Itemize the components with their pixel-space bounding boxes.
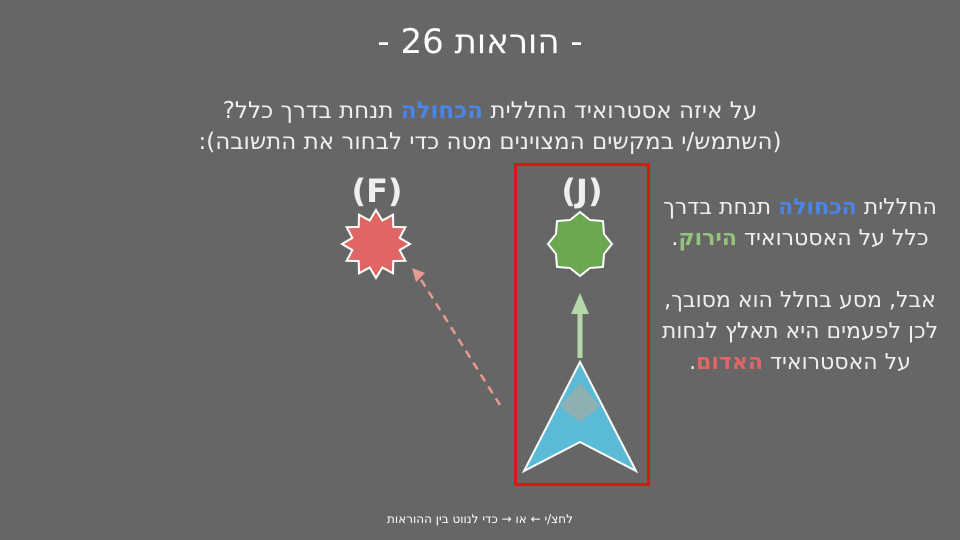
question-text-part: תנחת בדרך כלל? [222, 98, 401, 124]
dashed-trajectory-line [418, 277, 502, 406]
question-text: על איזה אסטרואיד החללית הכחולה תנחת בדרך… [100, 96, 880, 158]
explanation-text: החללית הכחולה תנחת בדרך כלל על האסטרואיד… [655, 192, 945, 378]
spaceship-cockpit-icon [560, 383, 600, 422]
green-asteroid-icon[interactable] [546, 210, 614, 278]
question-text-part: על איזה אסטרואיד החללית [483, 98, 758, 124]
selection-highlight-box [514, 163, 650, 486]
question-line-2: (השתמש/י במקשים המצוינים מטה כדי לבחור א… [198, 129, 782, 155]
explanation-paragraph-1: החללית הכחולה תנחת בדרך כלל על האסטרואיד… [655, 192, 945, 254]
explanation-text-part: החללית [856, 195, 937, 220]
navigation-hint: לחצ/י ← או → כדי לנווט בין ההוראות [387, 512, 573, 526]
question-line-1: על איזה אסטרואיד החללית הכחולה תנחת בדרך… [100, 96, 880, 127]
explanation-blue-highlight: הכחולה [778, 195, 857, 220]
option-j-label: (J) [561, 172, 603, 210]
explanation-text-part: תנחת בדרך כלל על האסטרואיד [663, 195, 929, 251]
trajectory-arrowhead [412, 268, 425, 282]
explanation-green-highlight: הירוק [678, 226, 737, 251]
instruction-title: - הוראות 26 - [377, 22, 583, 62]
option-f-label: (F) [351, 172, 403, 210]
trajectory-arrowhead-up [571, 293, 589, 314]
explanation-text-part: אבל, מסע בחלל הוא מסובך, לכן לפעמים היא … [661, 288, 939, 375]
question-blue-highlight: הכחולה [400, 98, 484, 124]
explanation-text-part: . [671, 226, 679, 251]
explanation-red-highlight: האדום [696, 350, 763, 375]
explanation-text-part: . [689, 350, 697, 375]
explanation-paragraph-2: אבל, מסע בחלל הוא מסובך, לכן לפעמים היא … [655, 285, 945, 378]
red-asteroid-icon[interactable] [340, 208, 412, 280]
